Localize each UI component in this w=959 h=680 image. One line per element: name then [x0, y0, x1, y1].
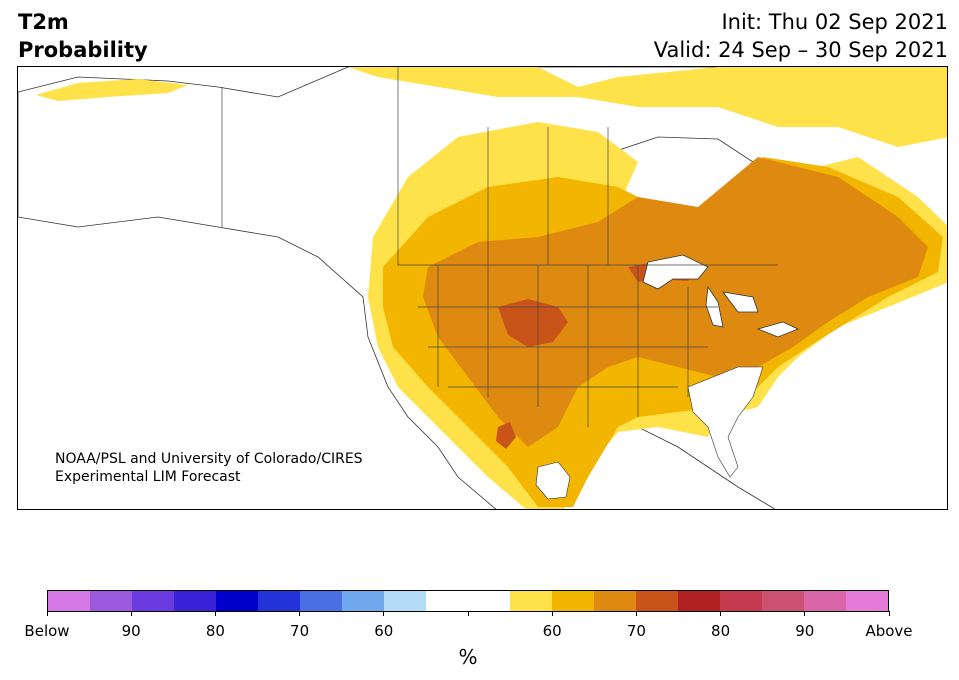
init-date: Init: Thu 02 Sep 2021 [721, 10, 948, 34]
colorbar-tick-label: 80 [711, 622, 731, 640]
colorbar-segment [636, 591, 678, 611]
colorbar-unit: % [458, 645, 478, 669]
colorbar-tick-label: 80 [205, 622, 225, 640]
valid-range: Valid: 24 Sep – 30 Sep 2021 [653, 38, 948, 62]
date-info: Init: Thu 02 Sep 2021 Valid: 24 Sep – 30… [654, 8, 948, 64]
colorbar-segment [468, 591, 510, 611]
variable-label: T2m [18, 10, 69, 34]
colorbar-segment [384, 591, 426, 611]
colorbar-segment [342, 591, 384, 611]
credit-line-2: Experimental LIM Forecast [55, 469, 241, 485]
colorbar-tick [888, 611, 890, 616]
colorbar-segment [258, 591, 300, 611]
colorbar-segment [90, 591, 132, 611]
chart-title: T2m Probability [18, 8, 148, 64]
colorbar-tick [804, 611, 806, 616]
colorbar-tick-label: 70 [626, 622, 646, 640]
mexico-interior [535, 461, 571, 500]
prob-50-60-alaska [36, 79, 188, 101]
colorbar-segment [300, 591, 342, 611]
colorbar-tick-label: 60 [542, 622, 562, 640]
colorbar-segment [804, 591, 846, 611]
colorbar-tick [551, 611, 553, 616]
credit-line-1: NOAA/PSL and University of Colorado/CIRE… [55, 451, 363, 467]
colorbar-tick-label: Above [865, 622, 913, 640]
colorbar-tick-label: Below [24, 622, 70, 640]
colorbar-segment [174, 591, 216, 611]
prob-70-80-region [423, 157, 928, 447]
colorbar-segment [762, 591, 804, 611]
prob-80-90-mexico [496, 422, 516, 449]
colorbar-tick [720, 611, 722, 616]
prob-50-60-arctic [348, 67, 947, 147]
map-credit: NOAA/PSL and University of Colorado/CIRE… [55, 450, 363, 486]
great-lakes [642, 254, 800, 338]
colorbar-segment [48, 591, 90, 611]
colorbar-tick [130, 611, 132, 616]
colorbar-tick [635, 611, 637, 616]
colorbar-tick [46, 611, 48, 616]
colorbar-tick [299, 611, 301, 616]
colorbar [47, 590, 889, 612]
colorbar-tick [467, 611, 469, 616]
colorbar-segment [594, 591, 636, 611]
colorbar-segment [426, 591, 468, 611]
colorbar-segment [132, 591, 174, 611]
colorbar-tick [214, 611, 216, 616]
southeast-white [687, 366, 764, 478]
forecast-map [17, 66, 948, 510]
colorbar-segment [846, 591, 888, 611]
colorbar-tick-label: 90 [795, 622, 815, 640]
colorbar-segment [216, 591, 258, 611]
colorbar-segment [552, 591, 594, 611]
colorbar-segment [720, 591, 762, 611]
prob-80-90-region [498, 299, 568, 347]
colorbar-tick-label: 90 [121, 622, 141, 640]
colorbar-tick-label: 60 [374, 622, 394, 640]
colorbar-tick-label: 70 [290, 622, 310, 640]
colorbar-tick [383, 611, 385, 616]
product-label: Probability [18, 38, 148, 62]
admin-borders [221, 67, 778, 427]
colorbar-segment [678, 591, 720, 611]
map-canvas [18, 67, 947, 509]
colorbar-segment [510, 591, 552, 611]
